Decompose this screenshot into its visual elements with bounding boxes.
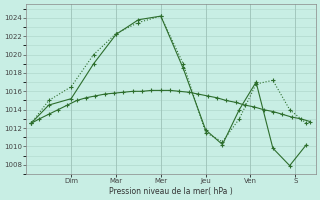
X-axis label: Pression niveau de la mer( hPa ): Pression niveau de la mer( hPa ): [109, 187, 233, 196]
